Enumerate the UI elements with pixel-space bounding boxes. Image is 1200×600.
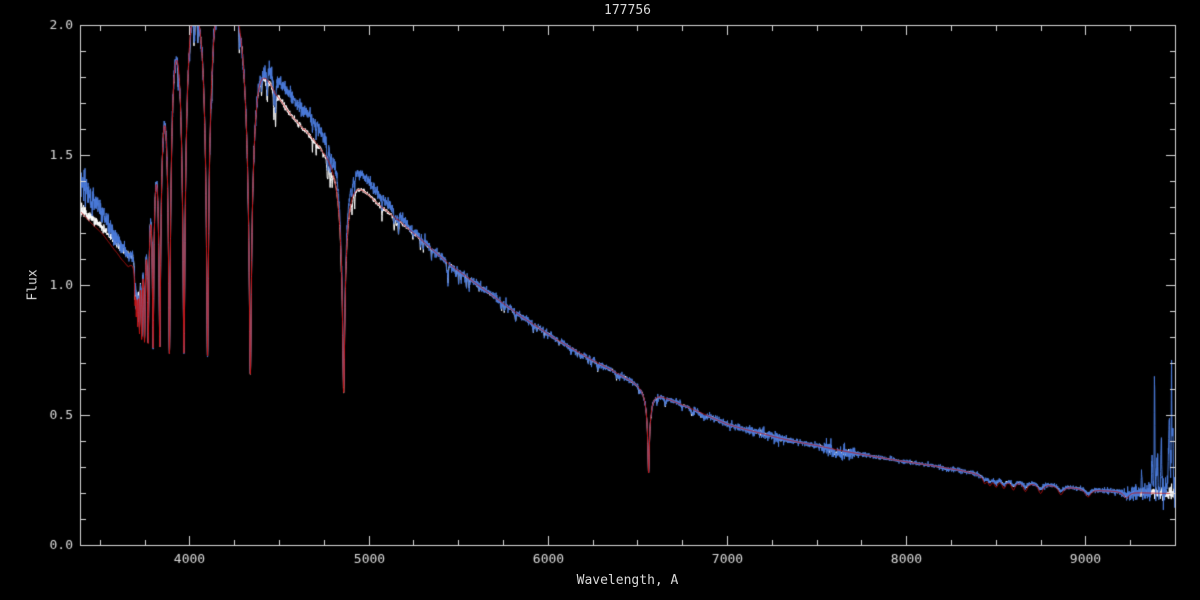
x-axis-label: Wavelength, A: [576, 573, 679, 588]
chart-title: 177756: [604, 3, 651, 18]
y-axis-label: Flux: [25, 269, 41, 301]
